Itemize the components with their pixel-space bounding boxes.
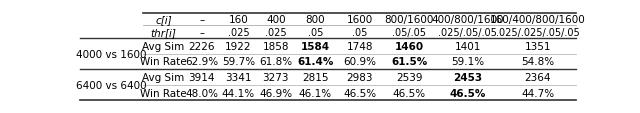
Text: .05: .05 bbox=[308, 27, 323, 37]
Text: 1748: 1748 bbox=[346, 41, 373, 51]
Text: 6400 vs 6400: 6400 vs 6400 bbox=[76, 80, 147, 90]
Text: .05: .05 bbox=[352, 27, 367, 37]
Text: 2364: 2364 bbox=[525, 72, 551, 82]
Text: .025: .025 bbox=[228, 27, 249, 37]
Text: 400/800/1600: 400/800/1600 bbox=[431, 15, 504, 25]
Text: 1460: 1460 bbox=[395, 41, 424, 51]
Text: 44.1%: 44.1% bbox=[222, 88, 255, 98]
Text: 2453: 2453 bbox=[453, 72, 483, 82]
Text: 46.1%: 46.1% bbox=[299, 88, 332, 98]
Text: 800/1600: 800/1600 bbox=[385, 15, 434, 25]
Text: 46.5%: 46.5% bbox=[449, 88, 486, 98]
Text: –: – bbox=[199, 15, 204, 25]
Text: 1401: 1401 bbox=[454, 41, 481, 51]
Text: .05/.05: .05/.05 bbox=[392, 27, 426, 37]
Text: 1351: 1351 bbox=[525, 41, 551, 51]
Text: 62.9%: 62.9% bbox=[185, 57, 218, 67]
Text: 2539: 2539 bbox=[396, 72, 422, 82]
Text: Win Rate: Win Rate bbox=[140, 88, 187, 98]
Text: .025/.05/.05: .025/.05/.05 bbox=[438, 27, 497, 37]
Text: 1600: 1600 bbox=[346, 15, 372, 25]
Text: Win Rate: Win Rate bbox=[140, 57, 187, 67]
Text: 61.8%: 61.8% bbox=[259, 57, 292, 67]
Text: 44.7%: 44.7% bbox=[522, 88, 554, 98]
Text: 61.5%: 61.5% bbox=[391, 57, 428, 67]
Text: 800: 800 bbox=[306, 15, 325, 25]
Text: 3273: 3273 bbox=[262, 72, 289, 82]
Text: 160: 160 bbox=[228, 15, 248, 25]
Text: Avg Sim: Avg Sim bbox=[142, 72, 184, 82]
Text: 2815: 2815 bbox=[302, 72, 329, 82]
Text: 1584: 1584 bbox=[301, 41, 330, 51]
Text: 1858: 1858 bbox=[262, 41, 289, 51]
Text: 3914: 3914 bbox=[189, 72, 215, 82]
Text: 59.1%: 59.1% bbox=[451, 57, 484, 67]
Text: –: – bbox=[199, 27, 204, 37]
Text: 54.8%: 54.8% bbox=[522, 57, 554, 67]
Text: Avg Sim: Avg Sim bbox=[142, 41, 184, 51]
Text: 61.4%: 61.4% bbox=[297, 57, 333, 67]
Text: 59.7%: 59.7% bbox=[222, 57, 255, 67]
Text: 46.5%: 46.5% bbox=[343, 88, 376, 98]
Text: 2983: 2983 bbox=[346, 72, 373, 82]
Text: thr[i]: thr[i] bbox=[150, 27, 177, 37]
Text: 1922: 1922 bbox=[225, 41, 252, 51]
Text: 3341: 3341 bbox=[225, 72, 252, 82]
Text: 46.9%: 46.9% bbox=[259, 88, 292, 98]
Text: 400: 400 bbox=[266, 15, 285, 25]
Text: 60.9%: 60.9% bbox=[343, 57, 376, 67]
Text: 2226: 2226 bbox=[189, 41, 215, 51]
Text: 46.5%: 46.5% bbox=[392, 88, 426, 98]
Text: 48.0%: 48.0% bbox=[185, 88, 218, 98]
Text: .025: .025 bbox=[265, 27, 287, 37]
Text: .025/.025/.05/.05: .025/.025/.05/.05 bbox=[496, 27, 580, 37]
Text: 4000 vs 1600: 4000 vs 1600 bbox=[76, 49, 147, 59]
Text: 160/400/800/1600: 160/400/800/1600 bbox=[490, 15, 586, 25]
Text: c[i]: c[i] bbox=[155, 15, 172, 25]
